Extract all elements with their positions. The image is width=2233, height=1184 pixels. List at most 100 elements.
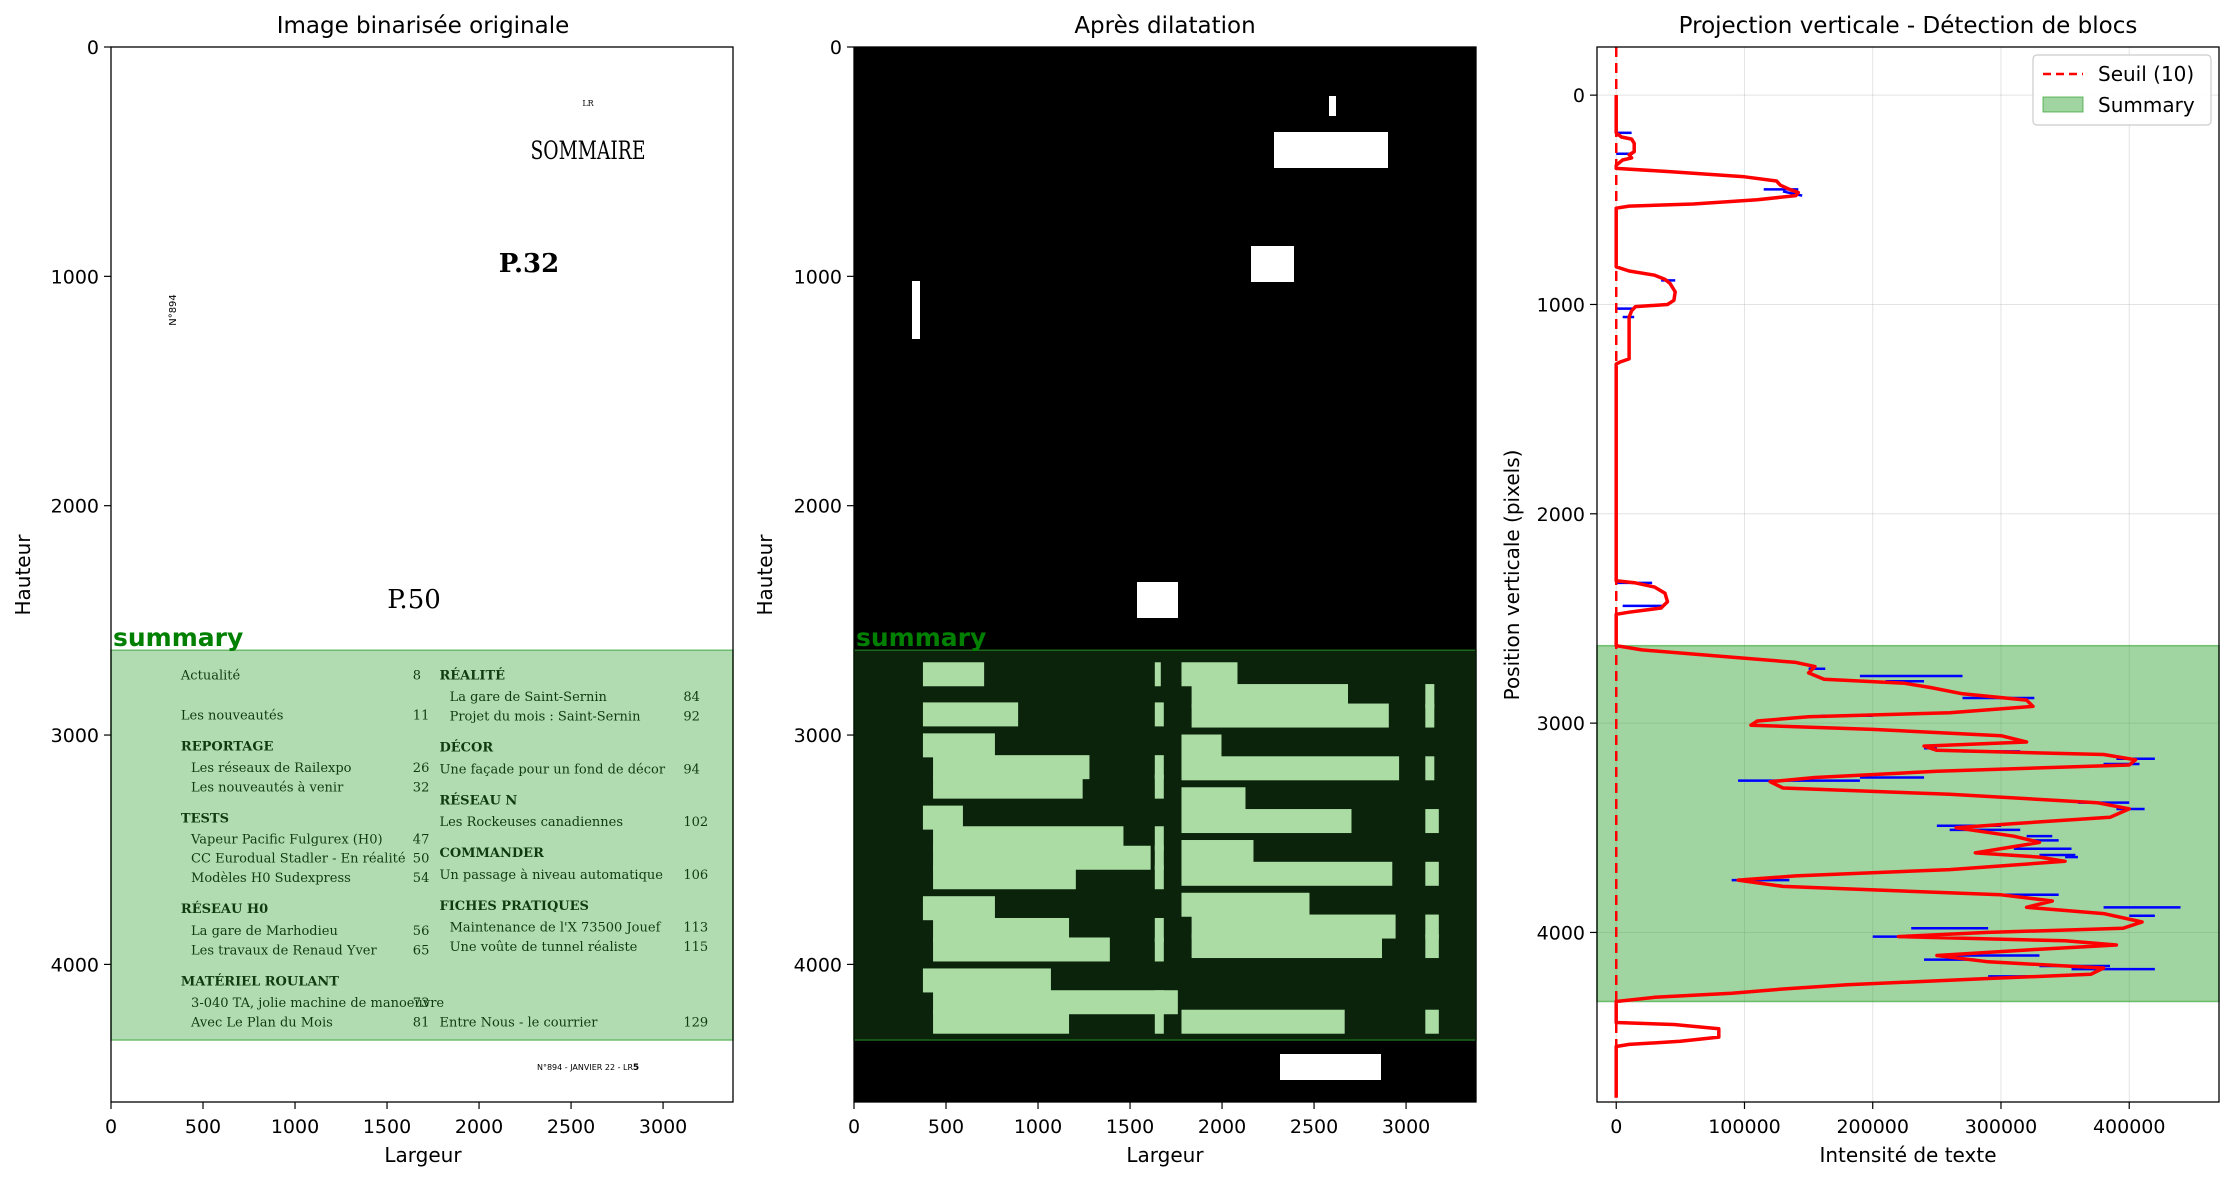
dilated-blob (1154, 774, 1164, 799)
panel3-xticks: 0 100000 200000 300000 400000 (1610, 1102, 2165, 1138)
panel1-ylabel: Hauteur (11, 534, 35, 616)
panel2-toc-blobs (922, 662, 1439, 1034)
p2-xtick-label: 1000 (1014, 1116, 1062, 1138)
page-p32: P.32 (499, 249, 559, 279)
p1-xtick-label: 0 (105, 1116, 117, 1138)
toc-item: Un passage à niveau automatique (439, 868, 663, 883)
toc-num: 102 (683, 815, 708, 830)
toc-item: La gare de Saint-Sernin (450, 690, 608, 705)
panel3-title: Projection verticale - Détection de bloc… (1679, 13, 2138, 39)
panel2-summary-label: summary (856, 623, 986, 652)
toc-item: Les Rockeuses canadiennes (439, 815, 623, 830)
dilated-blob (1425, 809, 1439, 834)
legend-box (2032, 54, 2212, 126)
panel1-summary-box (110, 649, 734, 1041)
panel2-dilated-blobs (912, 96, 1388, 1080)
panel1-xlabel: Largeur (384, 1143, 462, 1167)
dilated-blob (1154, 755, 1164, 780)
toc-num: 56 (413, 924, 430, 939)
panel1-image-bg (111, 47, 733, 1102)
dilated-blob (1425, 703, 1435, 728)
dilated-blob (922, 733, 995, 758)
dilated-blob (1154, 937, 1164, 962)
dilated-blob (1181, 1009, 1345, 1034)
dilated-blob (1154, 1009, 1164, 1034)
toc-head: COMMANDER (439, 846, 544, 861)
toc-head: TESTS (181, 812, 229, 827)
toc-num: 115 (683, 940, 708, 955)
p2-xtick-label: 2000 (1198, 1116, 1246, 1138)
dilated-blob (1425, 684, 1435, 709)
p3-ytick-label: 1000 (1537, 294, 1585, 316)
p1-ytick-label: 1000 (51, 266, 99, 288)
panel2-yticks: 0 1000 2000 3000 4000 (794, 37, 854, 976)
toc-head: RÉSEAU H0 (181, 901, 268, 917)
blob-sommaire (1274, 132, 1388, 168)
dilated-blob (1181, 756, 1400, 781)
dilated-blob (1154, 826, 1164, 851)
panel3-plot-bg (1597, 47, 2219, 1102)
blob-footer (1280, 1054, 1381, 1080)
p1-ytick-label: 0 (87, 37, 99, 59)
panel2-title: Après dilatation (1074, 13, 1255, 39)
p1-ytick-label: 3000 (51, 725, 99, 747)
p2-xtick-label: 2500 (1290, 1116, 1338, 1138)
panel2-xticks: 0 500 1000 1500 2000 2500 3000 (848, 1102, 1430, 1138)
page-issue-vertical: N°894 (168, 294, 179, 326)
blob-p32 (1251, 246, 1294, 282)
legend-summary-swatch (2042, 96, 2084, 113)
dilated-blob (1191, 934, 1383, 959)
toc-num: 81 (413, 1016, 430, 1031)
p3-ytick-label: 3000 (1537, 713, 1585, 735)
toc-head: MATÉRIEL ROULANT (181, 973, 339, 989)
panel1-yticks: 0 1000 2000 3000 4000 (51, 37, 111, 976)
toc-item: Les travaux de Renaud Yver (191, 943, 377, 958)
toc-item: Maintenance de l'X 73500 Jouef (450, 921, 662, 936)
panel2-summary-box (853, 649, 1477, 1041)
toc-num: 84 (683, 690, 700, 705)
dilated-blob (933, 774, 1083, 799)
panel1-summary-label: summary (113, 623, 243, 652)
panel3-yticks: 0 1000 2000 3000 4000 (1537, 85, 1597, 944)
toc-num: 65 (413, 943, 430, 958)
panel3-legend: Seuil (10) Summary (2032, 54, 2212, 126)
page-title-sommaire: SOMMAIRE (531, 136, 646, 165)
dilated-blob (1425, 756, 1435, 781)
page-header-small: LR (582, 99, 594, 108)
panel1-frame (110, 46, 734, 1103)
panel2-frame (853, 46, 1477, 1103)
p3-ytick-label: 4000 (1537, 922, 1585, 944)
toc-head: FICHES PRATIQUES (439, 899, 588, 914)
legend-summary-label: Summary (2098, 93, 2195, 117)
toc-head: DÉCOR (439, 740, 493, 756)
toc-num: 94 (683, 762, 700, 777)
toc-num: 32 (413, 781, 430, 796)
p2-xtick-label: 0 (848, 1116, 860, 1138)
p2-ytick-label: 4000 (794, 954, 842, 976)
toc-head: RÉSEAU N (439, 792, 517, 808)
dilated-blob (933, 1009, 1070, 1034)
dilated-blob (933, 937, 1110, 962)
toc-num: 73 (413, 996, 430, 1011)
toc-num: 8 (413, 668, 421, 683)
toc-num: 54 (413, 871, 430, 886)
raw-profile-segment (1782, 190, 1803, 197)
dilated-blob (922, 896, 995, 921)
p3-xtick-label: 200000 (1836, 1116, 1909, 1138)
panel2-ylabel: Hauteur (753, 534, 777, 616)
dilated-blob (1154, 845, 1164, 870)
p1-ytick-label: 4000 (51, 954, 99, 976)
toc-item: Actualité (180, 668, 241, 683)
p1-xtick-label: 3000 (639, 1116, 687, 1138)
toc-item: Les nouveautés à venir (191, 781, 344, 796)
panel-original: Image binarisée originale LR SOMMAIRE P.… (11, 13, 734, 1167)
dilated-blob (933, 865, 1076, 890)
panel1-title: Image binarisée originale (277, 13, 570, 39)
panel1-toc: Actualité 8 Les nouveautés 11 REPORTAGE Les r… (180, 667, 708, 1030)
panel-projection: Projection verticale - Détection de bloc… (1500, 13, 2220, 1167)
dilated-blob (922, 805, 963, 830)
toc-item: Modèles H0 Sudexpress (191, 871, 351, 886)
toc-item: Les réseaux de Railexpo (191, 761, 352, 776)
toc-item: Vapeur Pacific Fulgurex (H0) (190, 832, 382, 847)
toc-num: 50 (413, 852, 430, 867)
